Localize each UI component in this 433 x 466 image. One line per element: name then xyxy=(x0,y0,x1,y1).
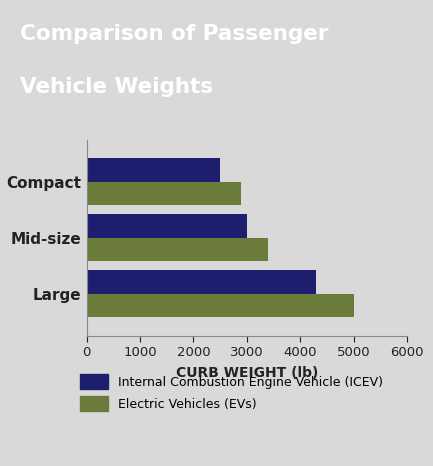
Text: Vehicle Weights: Vehicle Weights xyxy=(20,77,213,97)
Bar xyxy=(87,214,247,238)
Bar xyxy=(87,294,354,317)
Bar xyxy=(87,270,316,294)
X-axis label: CURB WEIGHT (lb): CURB WEIGHT (lb) xyxy=(176,366,318,380)
Bar xyxy=(87,158,220,182)
Bar xyxy=(87,182,242,205)
Legend: Internal Combustion Engine Vehicle (ICEV), Electric Vehicles (EVs): Internal Combustion Engine Vehicle (ICEV… xyxy=(80,374,382,411)
Text: Comparison of Passenger: Comparison of Passenger xyxy=(20,24,328,44)
Bar xyxy=(87,238,268,261)
